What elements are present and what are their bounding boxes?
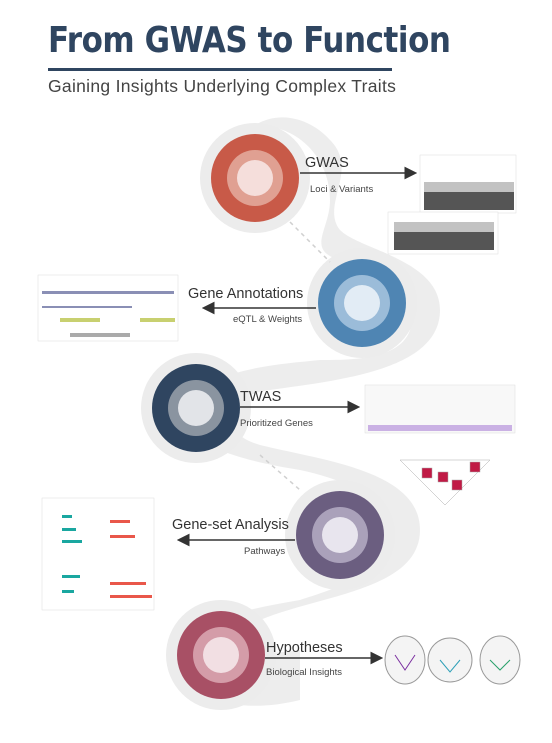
step-hypotheses: Hypotheses Biological Insights [177, 611, 521, 699]
connector-3-4 [259, 454, 301, 491]
step-twas: TWAS Prioritized Genes [152, 364, 516, 506]
page-subtitle: Gaining Insights Underlying Complex Trai… [48, 76, 397, 96]
gwas-inner-circle [237, 160, 273, 196]
step-subtitle-hypotheses: Biological Insights [266, 667, 342, 678]
geneset-inner-circle [322, 517, 358, 553]
step-gwas: GWAS Loci & Variants [211, 134, 517, 255]
hypotheses-inner-circle [203, 637, 239, 673]
connector-1-2 [289, 221, 331, 263]
step-subtitle-gene-set-analysis: Pathways [244, 546, 285, 557]
genome-browser-thumbnail [37, 274, 179, 342]
step-title-hypotheses: Hypotheses [266, 640, 343, 656]
title-underline [48, 68, 392, 71]
step-connectors [259, 221, 331, 491]
step-title-twas: TWAS [240, 389, 281, 405]
step-gene-annotations: Gene Annotations eQTL & Weights [37, 259, 406, 347]
step-subtitle-gwas: Loci & Variants [310, 184, 373, 195]
step-title-gene-annotations: Gene Annotations [188, 286, 303, 302]
step-title-gwas: GWAS [305, 155, 349, 171]
step-subtitle-gene-annotations: eQTL & Weights [233, 314, 302, 325]
annotation-inner-circle [344, 285, 380, 321]
twas-plot-thumbnail [364, 384, 516, 434]
step-gene-set-analysis: Gene-set Analysis Pathways [41, 491, 384, 611]
manhattan-plot-thumbnail [387, 154, 517, 255]
step-subtitle-twas: Prioritized Genes [240, 418, 313, 429]
brain-images-thumbnail [384, 635, 521, 685]
step-title-gene-set-analysis: Gene-set Analysis [172, 517, 289, 533]
page-title: From GWAS to Function [48, 20, 451, 61]
pathway-bar-chart-thumbnail [41, 497, 155, 611]
ld-heatmap-thumbnail [399, 459, 491, 506]
twas-inner-circle [178, 390, 214, 426]
